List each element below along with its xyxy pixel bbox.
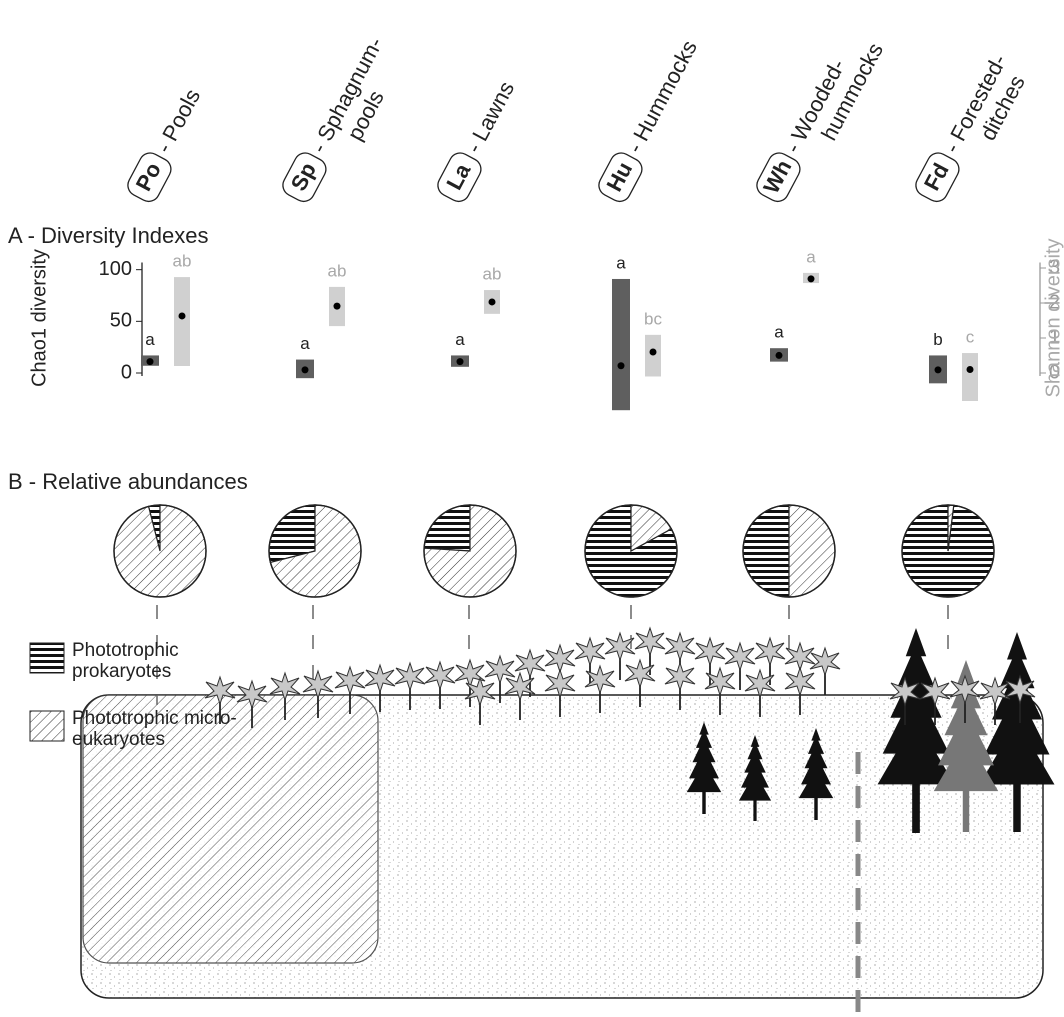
- y-tick-label: 50: [110, 310, 132, 332]
- range-bar: [962, 353, 978, 401]
- legend-swatch: [30, 711, 64, 741]
- figure: Po- Pools Sp- Sphagnum-pools La- Lawns Hu- …: [0, 0, 1064, 1017]
- significance-letter: a: [774, 323, 784, 342]
- site-header: Po- Pools: [124, 83, 210, 205]
- significance-letter: c: [966, 328, 975, 347]
- significance-letter: ab: [328, 261, 347, 280]
- moss: [725, 643, 755, 690]
- mean-dot: [967, 366, 974, 373]
- site-header: Fd- Forested-ditches: [912, 49, 1034, 215]
- mean-dot: [302, 366, 309, 373]
- significance-letter: a: [616, 253, 626, 272]
- site-header: La- Lawns: [434, 76, 524, 205]
- mean-dot: [489, 298, 496, 305]
- mean-dot: [618, 362, 625, 369]
- significance-letter: a: [806, 247, 816, 266]
- y-tick-label: 100: [99, 258, 132, 280]
- significance-letter: b: [933, 330, 942, 349]
- significance-letter: a: [300, 334, 310, 353]
- range-bar: [174, 277, 190, 366]
- legend-label: Phototrophic micro-eukaryotes: [72, 708, 242, 750]
- significance-letter: ab: [173, 252, 192, 271]
- panel-title: A - Diversity Indexes: [8, 223, 209, 248]
- site-label: - Pools: [151, 85, 205, 157]
- y2-axis-label: Shannon diversity: [1042, 239, 1064, 398]
- significance-letter: bc: [644, 309, 662, 328]
- mean-dot: [935, 366, 942, 373]
- range-bar: [645, 335, 661, 377]
- mean-dot: [334, 303, 341, 310]
- mean-dot: [147, 358, 154, 365]
- legend-swatch: [30, 643, 64, 673]
- range-bar: [612, 279, 630, 410]
- significance-letter: a: [455, 330, 465, 349]
- site-label: - Hummocks: [622, 36, 702, 157]
- page: {"sites": [ {"code": "Po", "label": ["- …: [0, 0, 1064, 1017]
- legend-label: Phototrophic prokaryotes: [72, 640, 242, 682]
- pie-slice: [789, 505, 835, 597]
- pie-slice: [743, 505, 789, 597]
- significance-letter: a: [145, 330, 155, 349]
- site-header: Hu- Hummocks: [595, 35, 707, 205]
- mean-dot: [776, 352, 783, 359]
- site-label: - Lawns: [461, 77, 519, 157]
- site-header: Sp- Sphagnum-pools: [279, 32, 411, 215]
- site-header: Wh- Wooded-hummocks: [753, 25, 888, 215]
- mean-dot: [179, 312, 186, 319]
- y-tick-label: 0: [121, 361, 132, 383]
- y-axis-label: Chao1 diversity: [28, 249, 50, 387]
- significance-letter: ab: [483, 265, 502, 284]
- mean-dot: [650, 349, 657, 356]
- mean-dot: [808, 275, 815, 282]
- mean-dot: [457, 358, 464, 365]
- panel-title: B - Relative abundances: [8, 469, 248, 494]
- moss: [810, 648, 840, 695]
